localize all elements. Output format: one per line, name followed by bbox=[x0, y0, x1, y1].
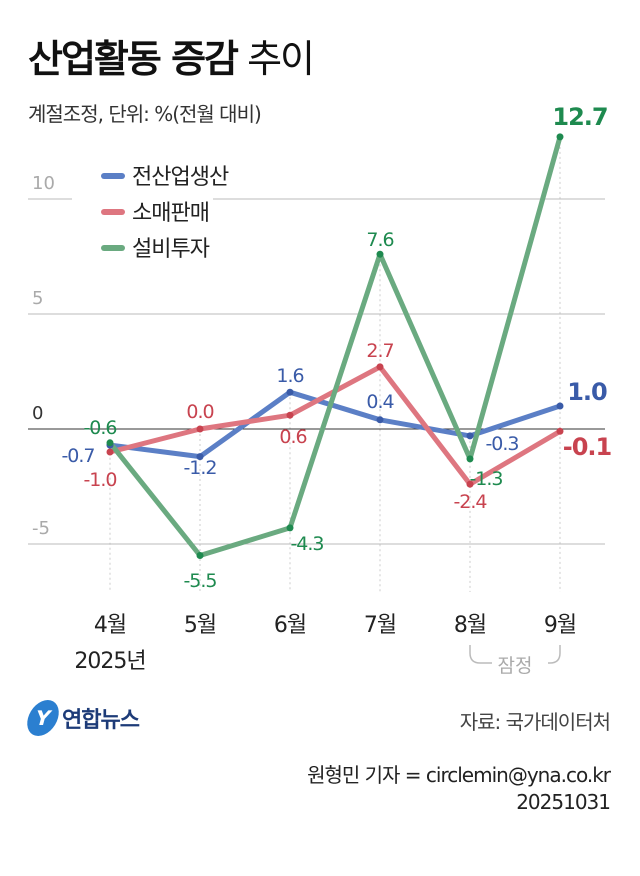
data-point bbox=[376, 363, 384, 371]
data-label: -2.4 bbox=[453, 491, 487, 513]
x-tick-label: 7월 bbox=[364, 613, 396, 638]
line-chart: 10 5 0 -5 -0.7 -1.2 1.6 0.4 -0.3 1.0 -1.0 0.0 0.6 2.7… bbox=[28, 103, 613, 677]
yonhap-logo-icon: Y bbox=[23, 700, 63, 736]
x-tick-label: 9월 bbox=[544, 613, 576, 638]
chart-title: 산업활동 증감 추이 bbox=[28, 28, 315, 83]
data-label: 0.6 bbox=[279, 426, 306, 448]
data-label: 12.7 bbox=[552, 103, 607, 131]
legend-label: 전산업생산 bbox=[132, 165, 229, 190]
data-label: -5.5 bbox=[183, 570, 216, 592]
data-point bbox=[286, 524, 294, 532]
data-label: -1.3 bbox=[469, 468, 502, 490]
chart-subtitle: 계절조정, 단위: %(전월 대비) bbox=[28, 102, 262, 126]
series-line bbox=[107, 134, 563, 558]
provisional-label: 잠정 bbox=[498, 655, 533, 677]
data-point bbox=[286, 388, 294, 396]
data-point bbox=[106, 439, 114, 447]
data-label: 0.4 bbox=[366, 391, 394, 413]
x-tick-label: 6월 bbox=[274, 613, 306, 638]
data-point bbox=[556, 402, 564, 410]
data-point bbox=[376, 250, 384, 258]
data-label: 0.0 bbox=[186, 401, 213, 423]
data-label: -1.2 bbox=[183, 457, 216, 479]
data-point bbox=[106, 448, 114, 456]
y-tick-label: 10 bbox=[32, 173, 55, 194]
x-tick-label: 5월 bbox=[184, 613, 216, 638]
data-point bbox=[376, 416, 384, 424]
data-point bbox=[466, 455, 474, 463]
data-label: 2.7 bbox=[366, 340, 393, 362]
logo-text: 연합뉴스 bbox=[62, 708, 140, 733]
title-light: 추이 bbox=[247, 37, 315, 81]
data-label: 1.0 bbox=[567, 378, 607, 406]
data-point bbox=[466, 480, 474, 488]
data-label: -0.3 bbox=[485, 433, 518, 455]
credit: 원형민 기자 = circlemin@yna.co.kr 20251031 bbox=[307, 762, 611, 816]
legend-label: 설비투자 bbox=[132, 237, 210, 262]
credit-text: 원형민 기자 = circlemin@yna.co.kr bbox=[307, 763, 611, 787]
data-label: -0.6 bbox=[83, 417, 116, 439]
source-text: 자료: 국가데이터처 bbox=[459, 710, 611, 734]
data-point bbox=[196, 425, 204, 433]
data-label: 7.6 bbox=[366, 229, 393, 251]
data-point bbox=[196, 453, 204, 461]
x-tick-label: 8월 bbox=[454, 613, 486, 638]
yonhap-logo: Y 연합뉴스 bbox=[23, 700, 140, 736]
title-bold: 산업활동 증감 bbox=[28, 37, 239, 81]
y-tick-label: -5 bbox=[32, 518, 50, 539]
data-point bbox=[286, 411, 294, 419]
series-line bbox=[107, 389, 563, 460]
provisional-bracket bbox=[469, 645, 561, 664]
year-label: 2025년 bbox=[74, 649, 145, 674]
legend-label: 소매판매 bbox=[132, 201, 209, 226]
data-label: 1.6 bbox=[276, 365, 303, 387]
y-tick-label: 0 bbox=[32, 403, 43, 424]
data-label: -4.3 bbox=[290, 533, 323, 555]
data-label: -0.7 bbox=[61, 445, 94, 467]
date-text: 20251031 bbox=[516, 790, 611, 814]
data-point bbox=[556, 133, 564, 141]
data-point bbox=[556, 427, 564, 435]
data-point bbox=[466, 432, 474, 440]
x-tick-label: 4월 bbox=[94, 613, 126, 638]
data-label: -0.1 bbox=[563, 433, 612, 461]
y-tick-label: 5 bbox=[32, 288, 43, 309]
data-label: -1.0 bbox=[83, 469, 116, 491]
data-point bbox=[196, 552, 204, 559]
